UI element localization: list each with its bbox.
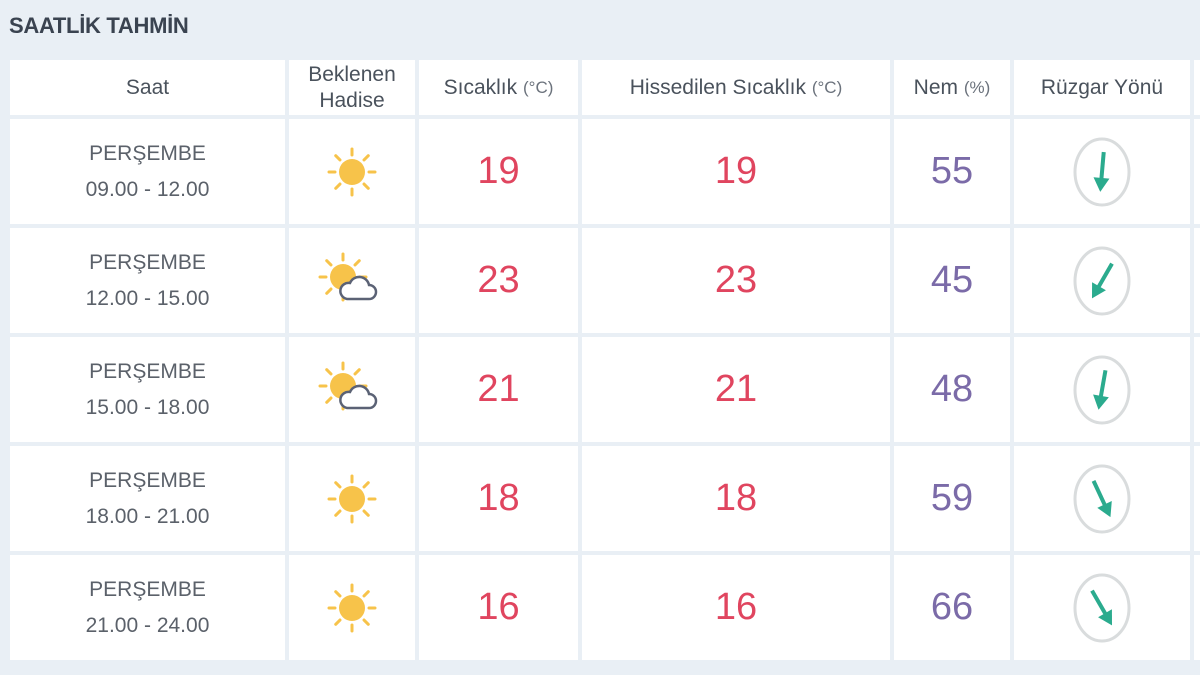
cell-extra [1194,555,1200,660]
time-range: 12.00 - 15.00 [85,286,210,310]
temperature-value: 19 [477,150,520,192]
cell-hissedilen: 21 [582,337,890,442]
header-nem: Nem (%) [894,60,1010,115]
humidity-value: 59 [930,477,974,519]
sun-icon [327,147,377,196]
feels-like-value: 23 [714,259,758,301]
hourly-forecast-table: Saat Beklenen Hadise Sıcaklık (°C) Hisse… [10,60,1200,660]
wind-direction-icon [1073,573,1131,642]
cell-hadise [289,337,415,442]
feels-like-value: 18 [714,477,758,519]
cell-sicaklik: 21 [419,337,578,442]
time-range: 09.00 - 12.00 [85,177,210,201]
section-title: SAATLİK TAHMİN [9,13,189,38]
day-label: PERŞEMBE [89,359,206,383]
header-extra [1194,60,1200,115]
humidity-value: 55 [930,150,974,192]
day-label: PERŞEMBE [89,141,206,165]
cell-hadise [289,446,415,551]
cell-sicaklik: 23 [419,228,578,333]
temperature-value: 21 [477,368,520,410]
header-sicaklik-unit: (°C) [522,77,554,97]
humidity-value: 45 [930,259,974,301]
time-range: 21.00 - 24.00 [85,613,210,637]
header-ruzgar: Rüzgar Yönü [1014,60,1190,115]
cell-extra [1194,446,1200,551]
day-label: PERŞEMBE [89,468,206,492]
cell-nem: 45 [894,228,1010,333]
header-hissedilen: Hissedilen Sıcaklık (°C) [582,60,890,115]
day-label: PERŞEMBE [89,577,206,601]
wind-direction-icon [1073,464,1131,533]
cell-hissedilen: 23 [582,228,890,333]
cell-saat: PERŞEMBE 09.00 - 12.00 [10,119,285,224]
header-nem-unit: (%) [963,77,991,97]
sun-icon [327,583,377,632]
cell-sicaklik: 19 [419,119,578,224]
cell-nem: 59 [894,446,1010,551]
cell-extra [1194,228,1200,333]
header-saat: Saat [10,60,285,115]
partly-cloudy-icon [318,361,378,410]
cell-saat: PERŞEMBE 12.00 - 15.00 [10,228,285,333]
feels-like-value: 19 [714,150,758,192]
header-sicaklik: Sıcaklık (°C) [419,60,578,115]
cell-saat: PERŞEMBE 15.00 - 18.00 [10,337,285,442]
wind-direction-icon [1073,355,1131,424]
header-nem-label: Nem [913,75,959,99]
cell-ruzgar [1014,555,1190,660]
header-hissedilen-label: Hissedilen Sıcaklık [629,75,806,99]
feels-like-value: 16 [714,586,758,628]
day-label: PERŞEMBE [89,250,206,274]
header-hadise: Beklenen Hadise [289,60,415,115]
cell-hadise [289,119,415,224]
humidity-value: 66 [930,586,974,628]
cell-hissedilen: 19 [582,119,890,224]
cell-hissedilen: 18 [582,446,890,551]
cell-nem: 48 [894,337,1010,442]
cell-ruzgar [1014,337,1190,442]
wind-direction-icon [1073,246,1131,315]
cell-ruzgar [1014,119,1190,224]
cell-nem: 55 [894,119,1010,224]
cell-extra [1194,337,1200,442]
time-range: 18.00 - 21.00 [85,504,210,528]
cell-saat: PERŞEMBE 21.00 - 24.00 [10,555,285,660]
cell-hadise [289,228,415,333]
temperature-value: 16 [477,586,520,628]
wind-direction-icon [1073,137,1131,206]
sun-icon [327,474,377,523]
time-range: 15.00 - 18.00 [85,395,210,419]
header-sicaklik-label: Sıcaklık [443,75,518,99]
feels-like-value: 21 [714,368,758,410]
cell-extra [1194,119,1200,224]
partly-cloudy-icon [318,252,378,301]
cell-ruzgar [1014,446,1190,551]
cell-sicaklik: 18 [419,446,578,551]
header-hissedilen-unit: (°C) [811,77,843,97]
cell-sicaklik: 16 [419,555,578,660]
temperature-value: 18 [477,477,520,519]
cell-hissedilen: 16 [582,555,890,660]
temperature-value: 23 [477,259,520,301]
cell-saat: PERŞEMBE 18.00 - 21.00 [10,446,285,551]
humidity-value: 48 [930,368,974,410]
cell-hadise [289,555,415,660]
cell-ruzgar [1014,228,1190,333]
cell-nem: 66 [894,555,1010,660]
